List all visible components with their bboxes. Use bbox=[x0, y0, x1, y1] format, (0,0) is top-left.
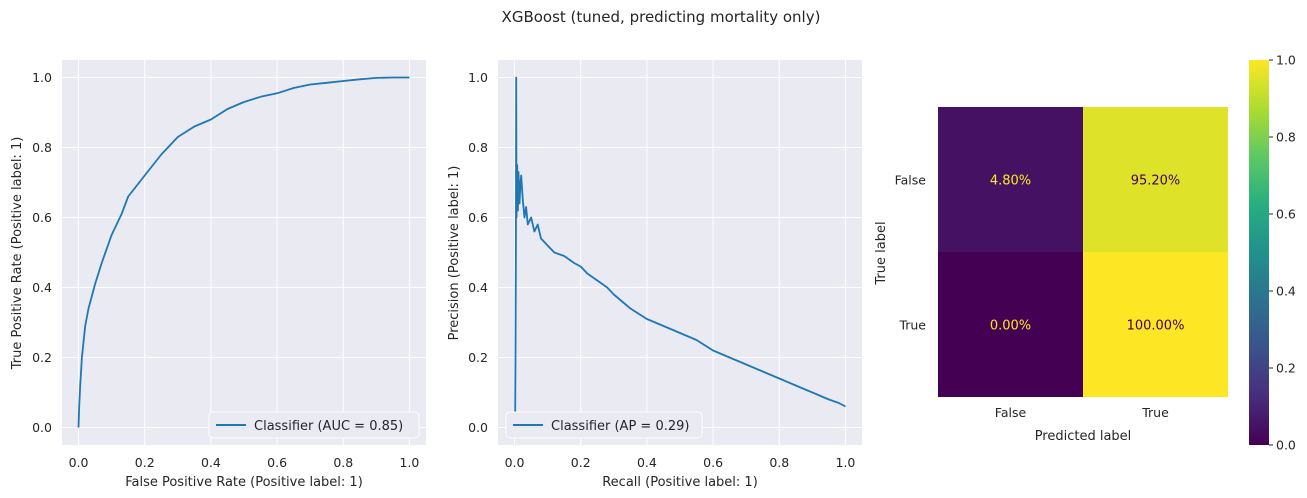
colorbar-tick-label: 0.2 bbox=[1276, 361, 1296, 376]
roc-x-tick-label: 0.6 bbox=[267, 455, 287, 470]
colorbar-tick-label: 0.6 bbox=[1276, 207, 1296, 222]
roc-y-tick-label: 0.8 bbox=[32, 140, 52, 155]
cm-cell bbox=[938, 107, 1083, 252]
pr-x-tick-label: 0.8 bbox=[769, 455, 789, 470]
colorbar-tick-label: 0.4 bbox=[1276, 284, 1296, 299]
roc-x-tick-label: 0.0 bbox=[69, 455, 89, 470]
pr-x-tick-label: 0.0 bbox=[505, 455, 525, 470]
cm-cell bbox=[1083, 107, 1228, 252]
roc-y-tick-label: 1.0 bbox=[32, 70, 52, 85]
roc-plot-area bbox=[62, 60, 426, 445]
pr-y-tick-label: 0.6 bbox=[468, 210, 488, 225]
roc-curve-panel: 0.0 0.2 0.4 0.6 0.8 1.0 0.0 0.2 0.4 0.6 0.8 1.0 Fal… bbox=[10, 60, 426, 490]
pr-x-tick-label: 0.2 bbox=[571, 455, 591, 470]
roc-legend: Classifier (AUC = 0.85) bbox=[208, 411, 420, 439]
roc-x-tick-label: 0.2 bbox=[135, 455, 155, 470]
roc-ticks: 0.0 0.2 0.4 0.6 0.8 1.0 0.0 0.2 0.4 0.6 0.8 1.0 bbox=[32, 70, 419, 470]
colorbar-ticks: 0.0 0.2 0.4 0.6 0.8 1.0 bbox=[1269, 53, 1296, 453]
pr-y-axis-label: Precision (Positive label: 1) bbox=[447, 166, 462, 341]
cm-x-axis-label: Predicted label bbox=[1035, 429, 1132, 444]
cm-cell-label: 100.00% bbox=[1127, 319, 1185, 334]
pr-series-line bbox=[513, 76, 846, 428]
roc-x-tick-label: 0.8 bbox=[333, 455, 353, 470]
colorbar: 0.0 0.2 0.4 0.6 0.8 1.0 bbox=[1249, 53, 1296, 453]
roc-y-tick-label: 0.4 bbox=[32, 280, 52, 295]
precision-recall-panel: 0.0 0.2 0.4 0.6 0.8 1.0 0.0 0.2 0.4 0.6 0.8 1.0 Rec… bbox=[447, 60, 862, 490]
pr-x-axis-label: Recall (Positive label: 1) bbox=[602, 475, 758, 490]
pr-y-tick-label: 0.4 bbox=[468, 280, 488, 295]
cm-cell bbox=[1083, 252, 1228, 397]
pr-y-tick-label: 1.0 bbox=[468, 70, 488, 85]
cm-y-tick-label: False bbox=[895, 173, 927, 188]
cm-cell bbox=[938, 252, 1083, 397]
pr-plot-area bbox=[498, 60, 862, 445]
cm-cell-label: 0.00% bbox=[990, 319, 1031, 334]
roc-x-tick-label: 1.0 bbox=[400, 455, 420, 470]
cm-cell-label: 4.80% bbox=[990, 174, 1031, 189]
colorbar-tick-label: 0.0 bbox=[1276, 438, 1296, 453]
pr-x-tick-label: 0.6 bbox=[703, 455, 723, 470]
pr-legend: Classifier (AP = 0.29) bbox=[505, 411, 703, 439]
pr-legend-label: Classifier (AP = 0.29) bbox=[551, 419, 689, 434]
cm-y-axis-label: True label bbox=[874, 221, 889, 285]
roc-y-axis-label: True Positive Rate (Positive label: 1) bbox=[10, 137, 25, 371]
confusion-matrix-ticks: False True False True bbox=[895, 173, 1169, 421]
pr-ticks: 0.0 0.2 0.4 0.6 0.8 1.0 0.0 0.2 0.4 0.6 0.8 1.0 bbox=[468, 70, 855, 470]
cm-y-tick-label: True bbox=[898, 318, 926, 333]
pr-x-tick-label: 0.4 bbox=[637, 455, 657, 470]
roc-gridlines bbox=[62, 60, 426, 445]
pr-y-tick-label: 0.2 bbox=[468, 350, 488, 365]
roc-y-tick-label: 0.2 bbox=[32, 350, 52, 365]
figure-title: XGBoost (tuned, predicting mortality onl… bbox=[502, 8, 821, 26]
cm-x-tick-label: False bbox=[995, 405, 1027, 420]
confusion-matrix-panel: 4.80% 95.20% 0.00% 100.00% False True False Tr… bbox=[874, 53, 1296, 453]
cm-cell-label: 95.20% bbox=[1131, 174, 1181, 189]
pr-x-tick-label: 1.0 bbox=[836, 455, 856, 470]
pr-y-tick-label: 0.8 bbox=[468, 140, 488, 155]
cm-x-tick-label: True bbox=[1141, 405, 1169, 420]
roc-y-tick-label: 0.0 bbox=[32, 420, 52, 435]
colorbar-gradient bbox=[1249, 60, 1269, 445]
roc-legend-label: Classifier (AUC = 0.85) bbox=[254, 419, 403, 434]
roc-y-tick-label: 0.6 bbox=[32, 210, 52, 225]
confusion-matrix-cells: 4.80% 95.20% 0.00% 100.00% bbox=[938, 107, 1228, 397]
roc-legend-box bbox=[208, 411, 420, 439]
roc-curve bbox=[77, 76, 410, 428]
colorbar-tick-label: 1.0 bbox=[1276, 53, 1296, 68]
colorbar-tick-label: 0.8 bbox=[1276, 130, 1296, 145]
pr-y-tick-label: 0.0 bbox=[468, 420, 488, 435]
pr-legend-box bbox=[505, 411, 703, 439]
roc-x-axis-label: False Positive Rate (Positive label: 1) bbox=[125, 475, 363, 490]
pr-curve bbox=[513, 76, 846, 428]
roc-x-tick-label: 0.4 bbox=[201, 455, 221, 470]
roc-series-line bbox=[77, 76, 410, 428]
